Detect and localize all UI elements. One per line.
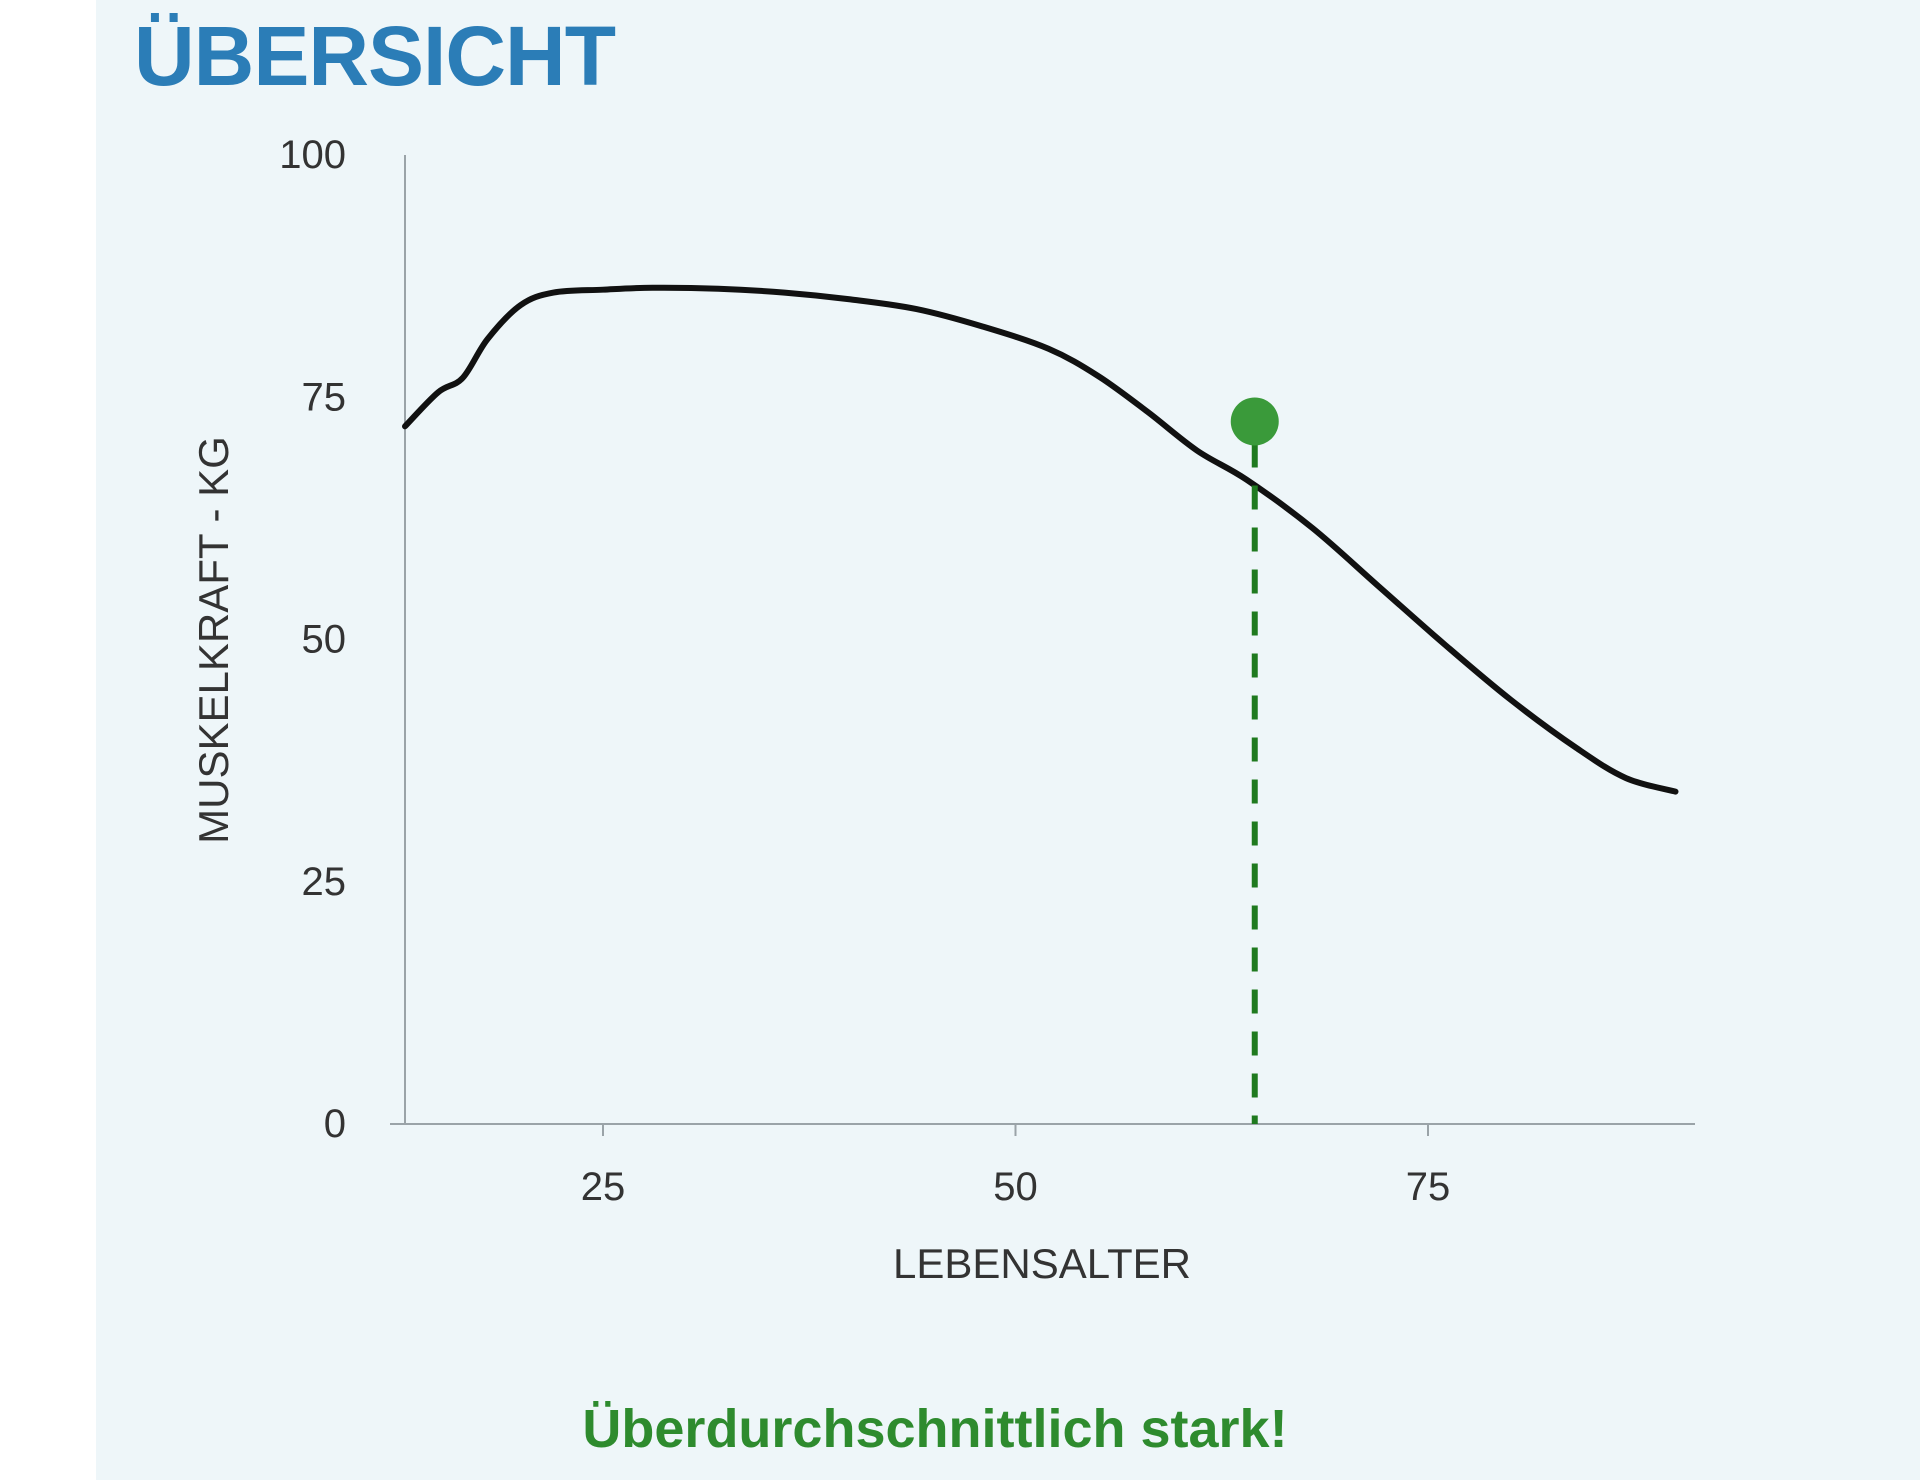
page-title: ÜBERSICHT: [134, 9, 616, 103]
x-tick-label: 25: [581, 1165, 626, 1209]
x-axis-label: LEBENSALTER: [893, 1240, 1191, 1287]
y-axis-label: MUSKELKRAFT - KG: [190, 436, 237, 844]
muscle-strength-curve: [402, 284, 1679, 795]
x-tick-label: 50: [993, 1165, 1038, 1209]
y-tick-label: 0: [324, 1102, 346, 1146]
x-tick-label: 75: [1406, 1165, 1451, 1209]
y-tick-label: 50: [302, 618, 347, 662]
muscle-strength-chart: 0 25 50 75 100 25 50 75 LEBENSALTER MUSKELKRAFT -…: [190, 133, 1695, 1287]
y-tick-label: 25: [302, 860, 347, 904]
y-tick-label: 75: [302, 375, 347, 419]
overview-panel: [96, 0, 1920, 1480]
user-result-marker: [1230, 397, 1279, 446]
y-tick-label: 100: [279, 133, 346, 177]
result-message: Überdurchschnittlich stark!: [582, 1399, 1288, 1459]
